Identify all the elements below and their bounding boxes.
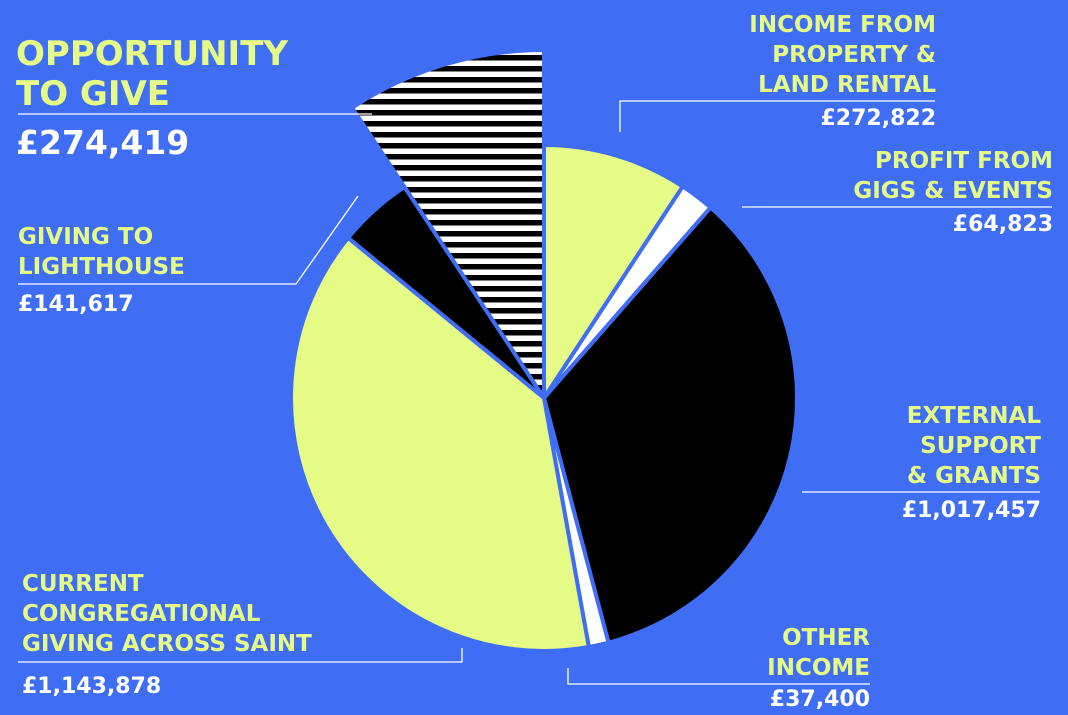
label-gigs-value: £64,823	[952, 212, 1053, 237]
pie-slice-opportunity	[350, 48, 546, 400]
leader-line-lighthouse	[18, 195, 359, 285]
label-external-name: EXTERNAL SUPPORT & GRANTS	[906, 403, 1041, 489]
label-opportunity-value: £274,419	[16, 123, 190, 162]
label-congregational-name: CURRENT CONGREGATIONAL GIVING ACROSS SAI…	[22, 571, 312, 657]
label-other-value: £37,400	[769, 687, 870, 712]
leader-line-property	[619, 100, 935, 132]
label-property-value: £272,822	[820, 106, 936, 131]
label-external-value: £1,017,457	[901, 498, 1041, 523]
leader-line-other	[567, 668, 870, 685]
label-congregational-value: £1,143,878	[22, 674, 162, 699]
label-gigs-name: PROFIT FROM GIGS & EVENTS	[853, 148, 1053, 204]
label-property-name: INCOME FROM PROPERTY & LAND RENTAL	[749, 12, 936, 98]
label-lighthouse-value: £141,617	[18, 292, 134, 317]
leader-lines	[18, 100, 1052, 685]
pie-slice-property	[542, 143, 685, 400]
pie-slices	[289, 48, 799, 653]
pie-slice-congregational	[289, 235, 591, 653]
label-lighthouse-name: GIVING TO LIGHTHOUSE	[18, 224, 185, 280]
label-opportunity-name: OPPORTUNITY TO GIVE	[16, 34, 289, 114]
pie-slice-external	[542, 205, 799, 645]
leader-line-congregational	[18, 648, 463, 663]
label-other-name: OTHER INCOME	[767, 625, 870, 681]
